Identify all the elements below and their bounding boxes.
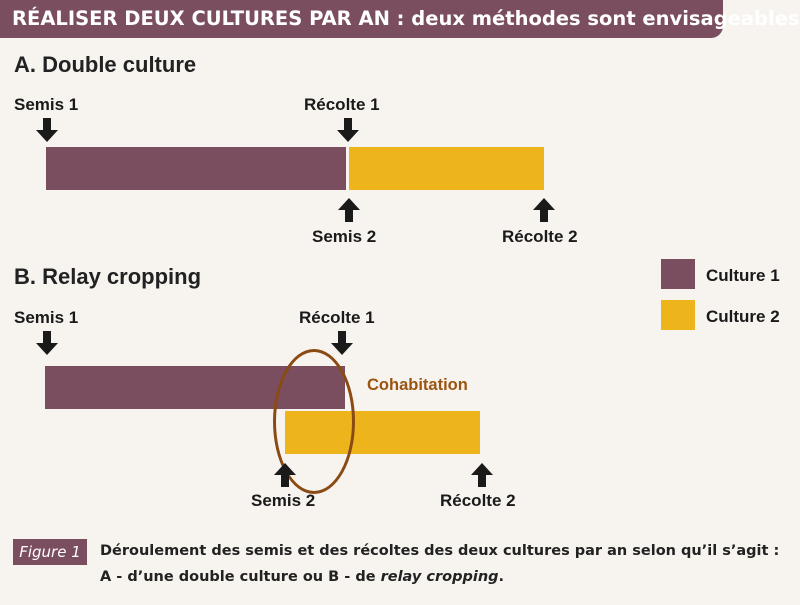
caption-text: Déroulement des semis et des récoltes de… (100, 543, 780, 585)
a-semis1-label: Semis 1 (14, 95, 79, 114)
legend-culture2-swatch (661, 300, 695, 330)
a-recolte2-up-arrow-icon (533, 198, 555, 222)
a-culture1-bar (46, 147, 346, 190)
legend-culture2-label: Culture 2 (706, 307, 780, 326)
legend-culture1-swatch (661, 259, 695, 289)
b-recolte1-label: Récolte 1 (299, 308, 375, 327)
a-recolte2-label: Récolte 2 (502, 227, 578, 246)
b-recolte2-label: Récolte 2 (440, 491, 516, 510)
b-semis2-label: Semis 2 (251, 491, 316, 510)
figure-badge: Figure 1 (13, 539, 87, 565)
b-semis1-label: Semis 1 (14, 308, 79, 327)
header-banner: RÉALISER DEUX CULTURES PAR AN : deux mét… (0, 0, 800, 38)
a-culture2-bar (349, 147, 544, 190)
header-title: RÉALISER DEUX CULTURES PAR AN : deux mét… (12, 7, 800, 30)
b-semis2-up-arrow-icon (274, 463, 296, 487)
a-recolte1-down-arrow-icon (337, 118, 359, 142)
figure-caption: Déroulement des semis et des récoltes de… (100, 538, 790, 590)
a-semis2-up-arrow-icon (338, 198, 360, 222)
legend-culture1-label: Culture 1 (706, 266, 780, 285)
caption-italic: relay cropping (380, 569, 499, 585)
b-recolte1-down-arrow-icon (331, 331, 353, 355)
cohabitation-label: Cohabitation (367, 376, 468, 394)
a-recolte1-label: Récolte 1 (304, 95, 380, 114)
a-semis2-label: Semis 2 (312, 227, 377, 246)
cohabitation-ellipse (273, 349, 355, 494)
caption-end: . (498, 569, 505, 585)
b-semis1-down-arrow-icon (36, 331, 58, 355)
b-recolte2-up-arrow-icon (471, 463, 493, 487)
a-semis1-down-arrow-icon (36, 118, 58, 142)
section-b-title: B. Relay cropping (14, 264, 202, 289)
section-a-title: A. Double culture (14, 52, 197, 77)
